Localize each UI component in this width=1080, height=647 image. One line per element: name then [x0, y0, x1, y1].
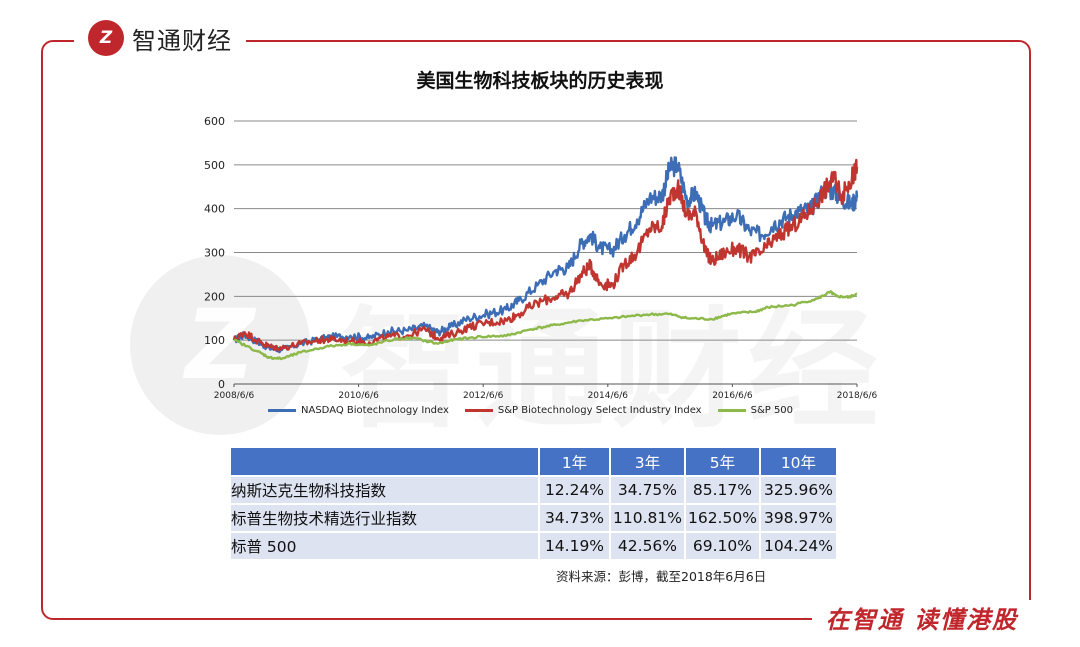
table-cell: 42.56% — [609, 531, 686, 561]
x-tick-label: 2016/6/6 — [712, 391, 753, 401]
table-cell-name: 标普生物技术精选行业指数 — [229, 503, 540, 533]
table-cell: 14.19% — [538, 531, 611, 561]
table-cell-name: 纳斯达克生物科技指数 — [229, 475, 540, 505]
table-header-cell — [229, 446, 540, 477]
legend-item-sp-biotech: S&P Biotechnology Select Industry Index — [464, 405, 702, 416]
table-cell: 325.96% — [758, 475, 838, 505]
table-cell: 110.81% — [609, 503, 686, 533]
y-tick-label: 200 — [204, 290, 225, 303]
chart-legend: NASDAQ Biotechnology Index S&P Biotechno… — [268, 405, 793, 416]
table-cell: 12.24% — [538, 475, 611, 505]
table-header-cell: 5年 — [683, 446, 761, 477]
table-row: 标普生物技术精选行业指数 34.73% 110.81% 162.50% 398.… — [229, 503, 838, 533]
table-cell-name: 标普 500 — [229, 531, 540, 561]
table-cell: 104.24% — [758, 531, 838, 561]
y-tick-label: 100 — [204, 334, 225, 347]
y-tick-label: 500 — [204, 159, 225, 172]
legend-swatch-sp500 — [717, 409, 746, 412]
x-tick-label: 2014/6/6 — [588, 391, 629, 401]
y-tick-label: 400 — [204, 203, 225, 216]
table-cell: 398.97% — [758, 503, 838, 533]
table-cell: 85.17% — [683, 475, 761, 505]
table-cell: 34.75% — [609, 475, 686, 505]
returns-table: 1年 3年 5年 10年 纳斯达克生物科技指数 12.24% 34.75% 85… — [229, 446, 838, 561]
x-tick-label: 2008/6/6 — [214, 391, 255, 401]
x-tick-label: 2018/6/6 — [837, 391, 878, 401]
series-line-nasdaq — [232, 156, 859, 354]
legend-swatch-sp-biotech — [464, 409, 493, 412]
table-header-cell: 3年 — [609, 446, 686, 477]
table-header-row: 1年 3年 5年 10年 — [229, 446, 838, 477]
legend-item-nasdaq: NASDAQ Biotechnology Index — [268, 405, 449, 416]
slogan: 在智通 读懂港股 — [811, 600, 1032, 635]
legend-label-sp500: S&P 500 — [750, 405, 794, 416]
line-chart: 0 100 200 300 400 500 600 2008/6/6 2010/6/6 2012/… — [204, 115, 878, 401]
series-line-sp500 — [233, 290, 858, 361]
table-cell: 162.50% — [683, 503, 761, 533]
table-header-cell: 1年 — [538, 446, 611, 477]
table-header-cell: 10年 — [758, 446, 838, 477]
legend-label-nasdaq: NASDAQ Biotechnology Index — [301, 405, 449, 416]
table-cell: 34.73% — [538, 503, 611, 533]
brand-header: Z 智通财经 — [74, 16, 246, 60]
table-row: 标普 500 14.19% 42.56% 69.10% 104.24% — [229, 531, 838, 561]
y-tick-label: 0 — [218, 378, 225, 391]
outer-frame — [41, 40, 1031, 620]
source-note: 资料来源：彭博，截至2018年6月6日 — [556, 569, 767, 584]
legend-item-sp500: S&P 500 — [717, 405, 794, 416]
y-tick-label: 600 — [204, 115, 225, 128]
legend-swatch-nasdaq — [268, 409, 296, 412]
x-tick-label: 2012/6/6 — [463, 391, 504, 401]
brand-name: 智通财经 — [132, 26, 232, 55]
table-cell: 69.10% — [683, 531, 761, 561]
brand-logo-icon: Z — [88, 20, 124, 56]
series-line-sp-biotech — [232, 158, 859, 352]
x-tick-label: 2010/6/6 — [338, 391, 379, 401]
chart-title: 美国生物科技板块的历史表现 — [416, 70, 664, 92]
y-tick-label: 300 — [204, 247, 225, 260]
legend-label-sp-biotech: S&P Biotechnology Select Industry Index — [497, 405, 702, 416]
table-row: 纳斯达克生物科技指数 12.24% 34.75% 85.17% 325.96% — [229, 475, 838, 505]
